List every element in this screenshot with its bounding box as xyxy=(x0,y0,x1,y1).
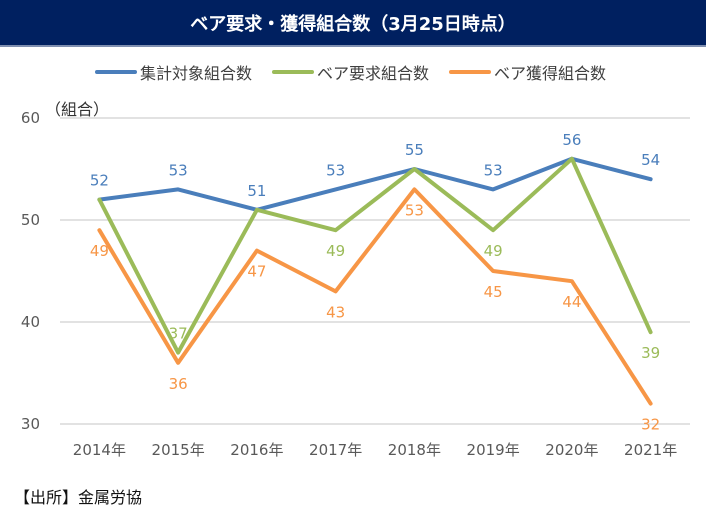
legend-item-acquired: ベア獲得組合数 xyxy=(449,60,606,84)
x-tick-label: 2014年 xyxy=(73,441,126,459)
legend: 集計対象組合数 ベア要求組合数 ベア獲得組合数 xyxy=(95,60,606,84)
data-label: 49 xyxy=(484,242,503,260)
data-label: 39 xyxy=(641,344,660,362)
data-label: 55 xyxy=(405,141,424,159)
data-label: 54 xyxy=(641,151,660,169)
y-tick-label: 40 xyxy=(21,313,40,331)
data-label: 36 xyxy=(169,375,188,393)
data-label: 49 xyxy=(326,242,345,260)
chart-title: ベア要求・獲得組合数（3月25日時点） xyxy=(190,13,516,35)
source-note: 【出所】金属労協 xyxy=(14,488,143,507)
data-label: 45 xyxy=(484,283,503,301)
data-label: 51 xyxy=(247,182,266,200)
x-tick-label: 2017年 xyxy=(309,441,362,459)
x-axis-ticks: 2014年 2015年 2016年 2017年 2018年 2019年 2020年 2021年 xyxy=(73,441,677,459)
y-axis-ticks: 30 40 50 60 xyxy=(21,109,40,433)
data-label: 56 xyxy=(562,131,581,149)
data-label: 49 xyxy=(90,242,109,260)
x-tick-label: 2019年 xyxy=(467,441,520,459)
legend-label-request: ベア要求組合数 xyxy=(317,64,430,83)
legend-swatch-acquired xyxy=(449,70,492,74)
y-axis-unit-label: （組合） xyxy=(45,100,110,119)
legend-item-total: 集計対象組合数 xyxy=(95,60,252,84)
legend-swatch-request xyxy=(272,70,315,74)
series-line-0 xyxy=(97,156,653,212)
x-tick-label: 2015年 xyxy=(152,441,205,459)
data-label: 52 xyxy=(90,172,109,190)
data-label: 47 xyxy=(247,263,266,281)
x-tick-label: 2020年 xyxy=(545,441,598,459)
y-tick-label: 30 xyxy=(21,415,40,433)
data-label: 43 xyxy=(326,303,345,321)
x-tick-label: 2021年 xyxy=(624,441,677,459)
data-labels: 52 53 51 53 55 53 56 54 37 49 49 39 49 36 47 43 53 45 44 32 xyxy=(90,131,660,434)
legend-label-acquired: ベア獲得組合数 xyxy=(494,64,607,83)
series-lines xyxy=(97,156,653,406)
legend-item-request: ベア要求組合数 xyxy=(272,60,429,84)
data-label: 44 xyxy=(562,293,581,311)
y-tick-label: 60 xyxy=(21,109,40,127)
gridlines xyxy=(60,117,690,425)
x-tick-label: 2016年 xyxy=(230,441,283,459)
data-label: 53 xyxy=(169,161,188,179)
series-line-1 xyxy=(97,156,653,355)
legend-swatch-total xyxy=(95,70,137,74)
x-tick-label: 2018年 xyxy=(388,441,441,459)
series-line-2 xyxy=(97,187,653,406)
y-tick-label: 50 xyxy=(21,211,40,229)
data-label: 53 xyxy=(484,161,503,179)
chart-title-bar: ベア要求・獲得組合数（3月25日時点） xyxy=(0,0,706,47)
data-label: 37 xyxy=(169,325,188,343)
data-label: 32 xyxy=(641,416,660,434)
data-label: 53 xyxy=(405,201,424,219)
data-label: 53 xyxy=(326,161,345,179)
legend-label-total: 集計対象組合数 xyxy=(140,64,253,83)
